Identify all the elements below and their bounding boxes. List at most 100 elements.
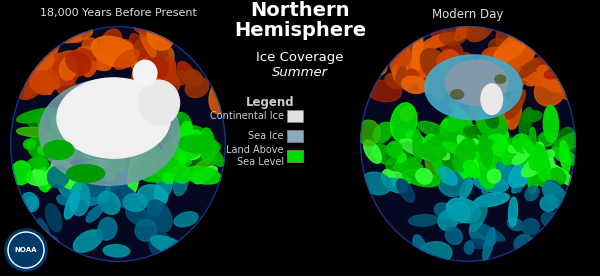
Ellipse shape [481,84,503,115]
Ellipse shape [440,120,467,155]
Ellipse shape [113,104,124,119]
Ellipse shape [549,168,566,184]
Ellipse shape [167,71,190,85]
Ellipse shape [421,33,457,49]
Ellipse shape [163,147,191,167]
Ellipse shape [49,123,68,157]
Ellipse shape [471,98,483,112]
Ellipse shape [380,25,407,51]
Ellipse shape [82,38,97,53]
Ellipse shape [151,14,177,43]
Ellipse shape [431,27,464,60]
Ellipse shape [485,127,509,163]
Ellipse shape [386,158,403,174]
Ellipse shape [71,173,96,199]
Ellipse shape [477,159,497,177]
Ellipse shape [163,173,173,184]
Ellipse shape [178,62,197,86]
Ellipse shape [440,140,473,174]
Ellipse shape [134,17,166,35]
Ellipse shape [77,47,111,71]
Ellipse shape [544,66,569,79]
Ellipse shape [397,153,406,163]
Ellipse shape [159,153,181,171]
Ellipse shape [57,195,69,205]
Ellipse shape [524,58,545,75]
Ellipse shape [89,160,115,168]
Ellipse shape [82,173,106,196]
Ellipse shape [90,40,132,69]
Ellipse shape [25,67,42,98]
Ellipse shape [178,153,187,164]
Ellipse shape [66,52,91,74]
Ellipse shape [430,150,446,183]
Ellipse shape [99,123,136,150]
Ellipse shape [28,137,49,159]
Ellipse shape [94,125,116,142]
Ellipse shape [101,108,119,140]
Ellipse shape [46,138,56,153]
Ellipse shape [110,136,127,152]
Ellipse shape [404,69,419,83]
Ellipse shape [139,57,180,92]
Ellipse shape [15,197,38,216]
Ellipse shape [173,240,203,258]
Ellipse shape [544,105,559,143]
Ellipse shape [473,175,508,192]
Ellipse shape [409,214,438,226]
Text: Land Above
Sea Level: Land Above Sea Level [227,145,284,167]
Circle shape [5,229,47,271]
Ellipse shape [447,110,473,152]
Ellipse shape [489,139,512,160]
Ellipse shape [37,219,54,254]
Ellipse shape [391,103,417,142]
Ellipse shape [109,131,131,163]
Ellipse shape [158,152,179,173]
Ellipse shape [523,144,535,155]
Ellipse shape [103,245,130,257]
Ellipse shape [488,38,524,67]
Ellipse shape [22,193,38,212]
Ellipse shape [49,134,62,157]
Ellipse shape [126,206,151,227]
Ellipse shape [465,126,491,151]
Ellipse shape [438,210,458,230]
Ellipse shape [185,142,221,164]
Ellipse shape [434,203,454,219]
Ellipse shape [82,125,98,143]
Ellipse shape [10,46,54,74]
Ellipse shape [539,132,554,146]
Ellipse shape [179,143,200,161]
Ellipse shape [392,63,416,87]
Ellipse shape [185,77,209,98]
Ellipse shape [412,32,423,75]
Ellipse shape [57,119,74,133]
Ellipse shape [200,223,216,242]
Ellipse shape [178,159,187,184]
Ellipse shape [474,193,509,207]
Ellipse shape [348,67,373,83]
Ellipse shape [90,163,124,179]
Ellipse shape [551,148,580,165]
Ellipse shape [73,230,103,252]
Ellipse shape [62,175,75,189]
Ellipse shape [512,134,532,153]
Ellipse shape [136,74,146,110]
Ellipse shape [113,148,154,158]
Ellipse shape [57,27,92,43]
Ellipse shape [35,71,52,94]
Ellipse shape [135,219,157,241]
Ellipse shape [206,147,224,166]
Ellipse shape [52,111,68,131]
Ellipse shape [138,161,175,182]
Ellipse shape [494,62,536,86]
Ellipse shape [529,158,546,175]
Ellipse shape [80,120,115,136]
Ellipse shape [451,145,470,161]
Ellipse shape [511,151,522,192]
Ellipse shape [400,45,410,63]
Ellipse shape [182,166,221,184]
Ellipse shape [149,161,178,177]
Ellipse shape [118,43,145,66]
Ellipse shape [139,24,156,57]
